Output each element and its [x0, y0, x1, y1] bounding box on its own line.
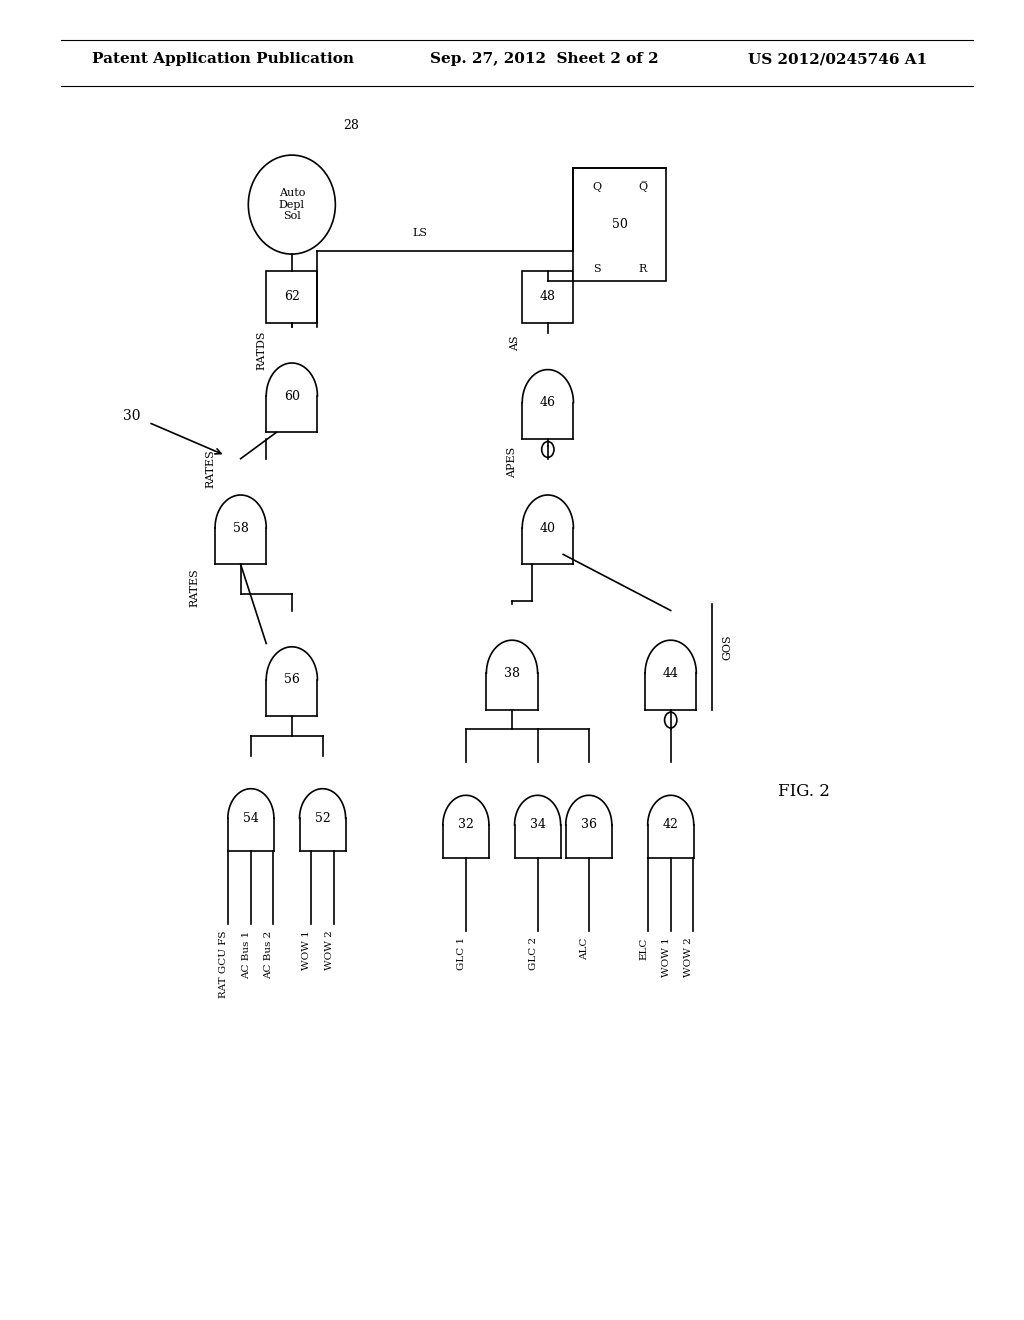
- Bar: [573, 168, 666, 281]
- Text: 60: 60: [284, 389, 300, 403]
- Text: WOW 2: WOW 2: [325, 931, 334, 970]
- Text: AC Bus 2: AC Bus 2: [264, 931, 273, 979]
- Text: 62: 62: [284, 290, 300, 304]
- Text: 58: 58: [232, 521, 249, 535]
- Text: 50: 50: [611, 218, 628, 231]
- Text: RATDS: RATDS: [256, 330, 266, 370]
- Text: AS: AS: [510, 335, 520, 351]
- Text: 40: 40: [540, 521, 556, 535]
- Text: Patent Application Publication: Patent Application Publication: [92, 53, 354, 66]
- Text: RAT GCU FS: RAT GCU FS: [219, 931, 228, 998]
- Text: Auto
Depl
Sol: Auto Depl Sol: [279, 187, 305, 222]
- Text: FIG. 2: FIG. 2: [778, 784, 830, 800]
- Bar: [522, 271, 573, 323]
- Ellipse shape: [248, 156, 335, 255]
- Text: S: S: [593, 264, 600, 275]
- Text: Q: Q: [592, 181, 601, 191]
- Text: Q̅: Q̅: [638, 181, 647, 193]
- Text: RATES: RATES: [205, 449, 215, 488]
- Text: 44: 44: [663, 667, 679, 680]
- Text: RATES: RATES: [189, 568, 200, 607]
- Text: 30: 30: [123, 409, 140, 422]
- Text: WOW 2: WOW 2: [684, 937, 693, 977]
- Text: 54: 54: [243, 812, 259, 825]
- Text: 34: 34: [529, 818, 546, 832]
- Text: 56: 56: [284, 673, 300, 686]
- Text: GLC 2: GLC 2: [528, 937, 538, 970]
- Text: 38: 38: [504, 667, 520, 680]
- Text: GOS: GOS: [722, 634, 732, 660]
- Text: 46: 46: [540, 396, 556, 409]
- Text: GLC 1: GLC 1: [457, 937, 466, 970]
- Text: LS: LS: [413, 227, 427, 238]
- Text: 32: 32: [458, 818, 474, 832]
- Text: 36: 36: [581, 818, 597, 832]
- Text: WOW 1: WOW 1: [662, 937, 671, 977]
- Text: Sep. 27, 2012  Sheet 2 of 2: Sep. 27, 2012 Sheet 2 of 2: [430, 53, 658, 66]
- Text: AC Bus 1: AC Bus 1: [242, 931, 251, 979]
- Bar: [266, 271, 317, 323]
- Text: R: R: [638, 264, 647, 275]
- Text: 42: 42: [663, 818, 679, 832]
- Text: APES: APES: [507, 446, 517, 478]
- Text: WOW 1: WOW 1: [302, 931, 311, 970]
- Text: 52: 52: [314, 812, 331, 825]
- Text: ELC: ELC: [639, 937, 648, 960]
- Text: 48: 48: [540, 290, 556, 304]
- Text: US 2012/0245746 A1: US 2012/0245746 A1: [748, 53, 927, 66]
- Text: ALC: ALC: [580, 937, 589, 960]
- Text: 28: 28: [343, 119, 359, 132]
